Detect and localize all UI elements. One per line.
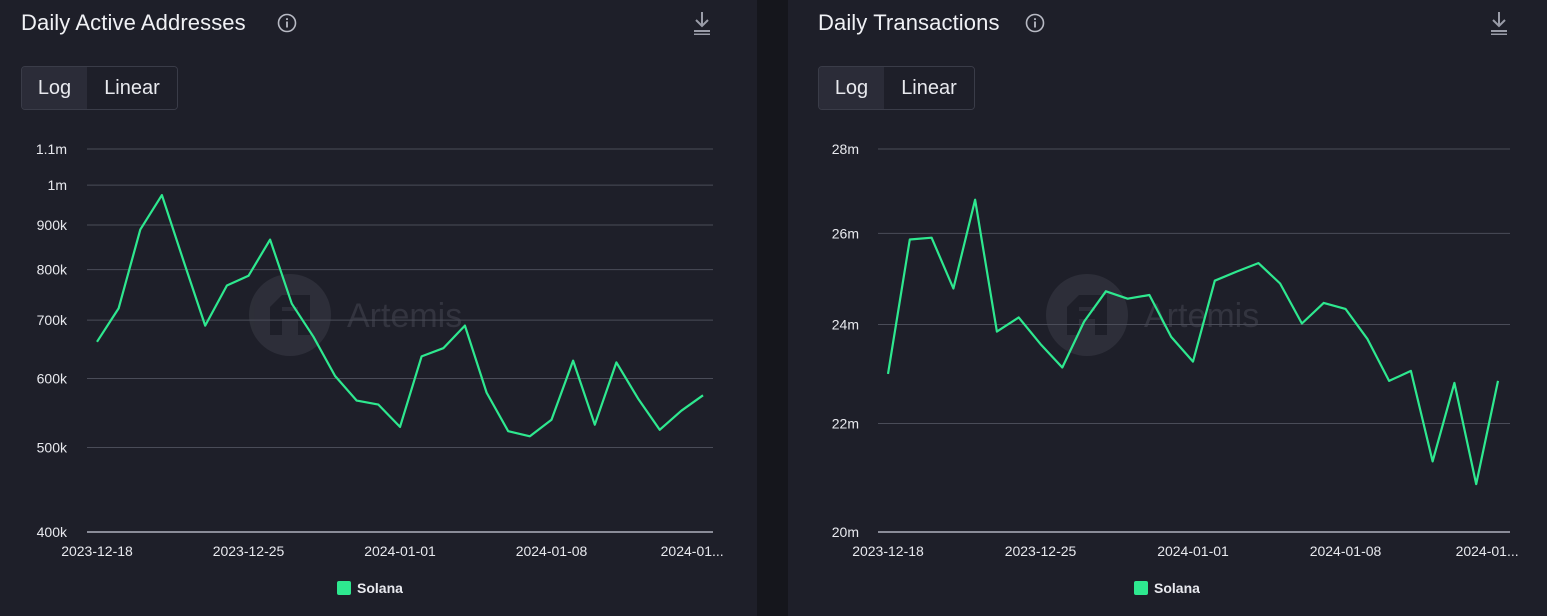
line-chart-transactions: Artemis 20m 22m 24m 26m 28m 2023-12-18 2023-12-… xyxy=(832,141,1519,559)
chart-panel-transactions: Daily Transactions Log Linear Artemis 20m… xyxy=(788,0,1547,616)
download-icon[interactable] xyxy=(1488,10,1510,36)
chart-title: Daily Transactions xyxy=(818,10,1000,35)
x-tick-label: 2023-12-18 xyxy=(852,543,924,559)
legend[interactable]: Solana xyxy=(1134,580,1200,596)
info-icon[interactable] xyxy=(1025,13,1045,33)
legend-swatch xyxy=(337,581,351,595)
info-icon[interactable] xyxy=(277,13,297,33)
x-tick-label: 2023-12-18 xyxy=(61,543,133,559)
legend-label: Solana xyxy=(1154,580,1200,596)
y-tick-label: 22m xyxy=(832,416,859,432)
y-tick-label: 600k xyxy=(37,370,68,386)
y-tick-label: 400k xyxy=(37,524,68,540)
y-tick-label: 1.1m xyxy=(36,141,67,157)
scale-toggle: Log Linear xyxy=(818,66,975,110)
legend-label: Solana xyxy=(357,580,403,596)
download-icon[interactable] xyxy=(691,10,713,36)
legend[interactable]: Solana xyxy=(337,580,403,596)
y-tick-label: 1m xyxy=(48,177,67,193)
y-tick-label: 700k xyxy=(37,312,68,328)
chart-title: Daily Active Addresses xyxy=(21,10,246,35)
y-tick-label: 20m xyxy=(832,524,859,540)
series-line-solana[interactable] xyxy=(886,198,1500,486)
watermark-text: Artemis xyxy=(347,297,462,335)
y-tick-label: 24m xyxy=(832,316,859,332)
y-tick-label: 500k xyxy=(37,440,68,456)
y-tick-label: 800k xyxy=(37,262,68,278)
y-tick-label: 28m xyxy=(832,141,859,157)
artemis-watermark: Artemis xyxy=(1046,274,1259,356)
log-scale-button[interactable]: Log xyxy=(819,67,884,109)
x-tick-label: 2023-12-25 xyxy=(1005,543,1077,559)
chart-panel-active-addresses: Daily Active Addresses Log Linear Artemi… xyxy=(0,0,757,616)
x-tick-label: 2024-01... xyxy=(661,543,724,559)
linear-scale-button[interactable]: Linear xyxy=(884,67,974,109)
artemis-watermark: Artemis xyxy=(249,274,462,356)
y-tick-label: 26m xyxy=(832,225,859,241)
x-tick-label: 2024-01-08 xyxy=(1310,543,1382,559)
x-tick-label: 2023-12-25 xyxy=(213,543,285,559)
y-tick-label: 900k xyxy=(37,217,68,233)
linear-scale-button[interactable]: Linear xyxy=(87,67,177,109)
x-tick-label: 2024-01-01 xyxy=(1157,543,1229,559)
x-tick-label: 2024-01-08 xyxy=(516,543,588,559)
scale-toggle: Log Linear xyxy=(21,66,178,110)
panel-gap xyxy=(757,0,788,616)
log-scale-button[interactable]: Log xyxy=(22,67,87,109)
x-tick-label: 2024-01-01 xyxy=(364,543,436,559)
series-line-solana[interactable] xyxy=(96,194,704,438)
x-tick-label: 2024-01... xyxy=(1456,543,1519,559)
legend-swatch xyxy=(1134,581,1148,595)
line-chart-active-addresses: Artemis 400k 500k 600k 700k 800k 900k 1m 1.1m 202… xyxy=(36,141,724,559)
